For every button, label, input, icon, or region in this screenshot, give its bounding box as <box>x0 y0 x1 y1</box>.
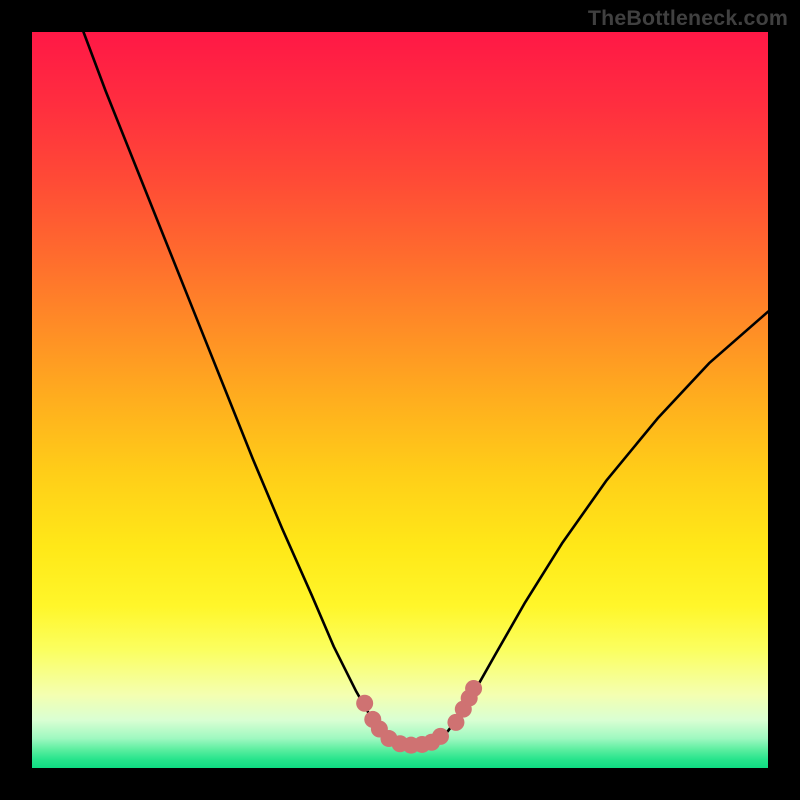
chart-container: TheBottleneck.com <box>0 0 800 800</box>
v-curve-chart <box>32 32 768 768</box>
marker-dot <box>465 680 482 697</box>
marker-dot <box>356 695 373 712</box>
marker-dot <box>432 728 449 745</box>
plot-area <box>32 32 768 768</box>
gradient-background <box>32 32 768 768</box>
watermark-text: TheBottleneck.com <box>588 6 788 31</box>
